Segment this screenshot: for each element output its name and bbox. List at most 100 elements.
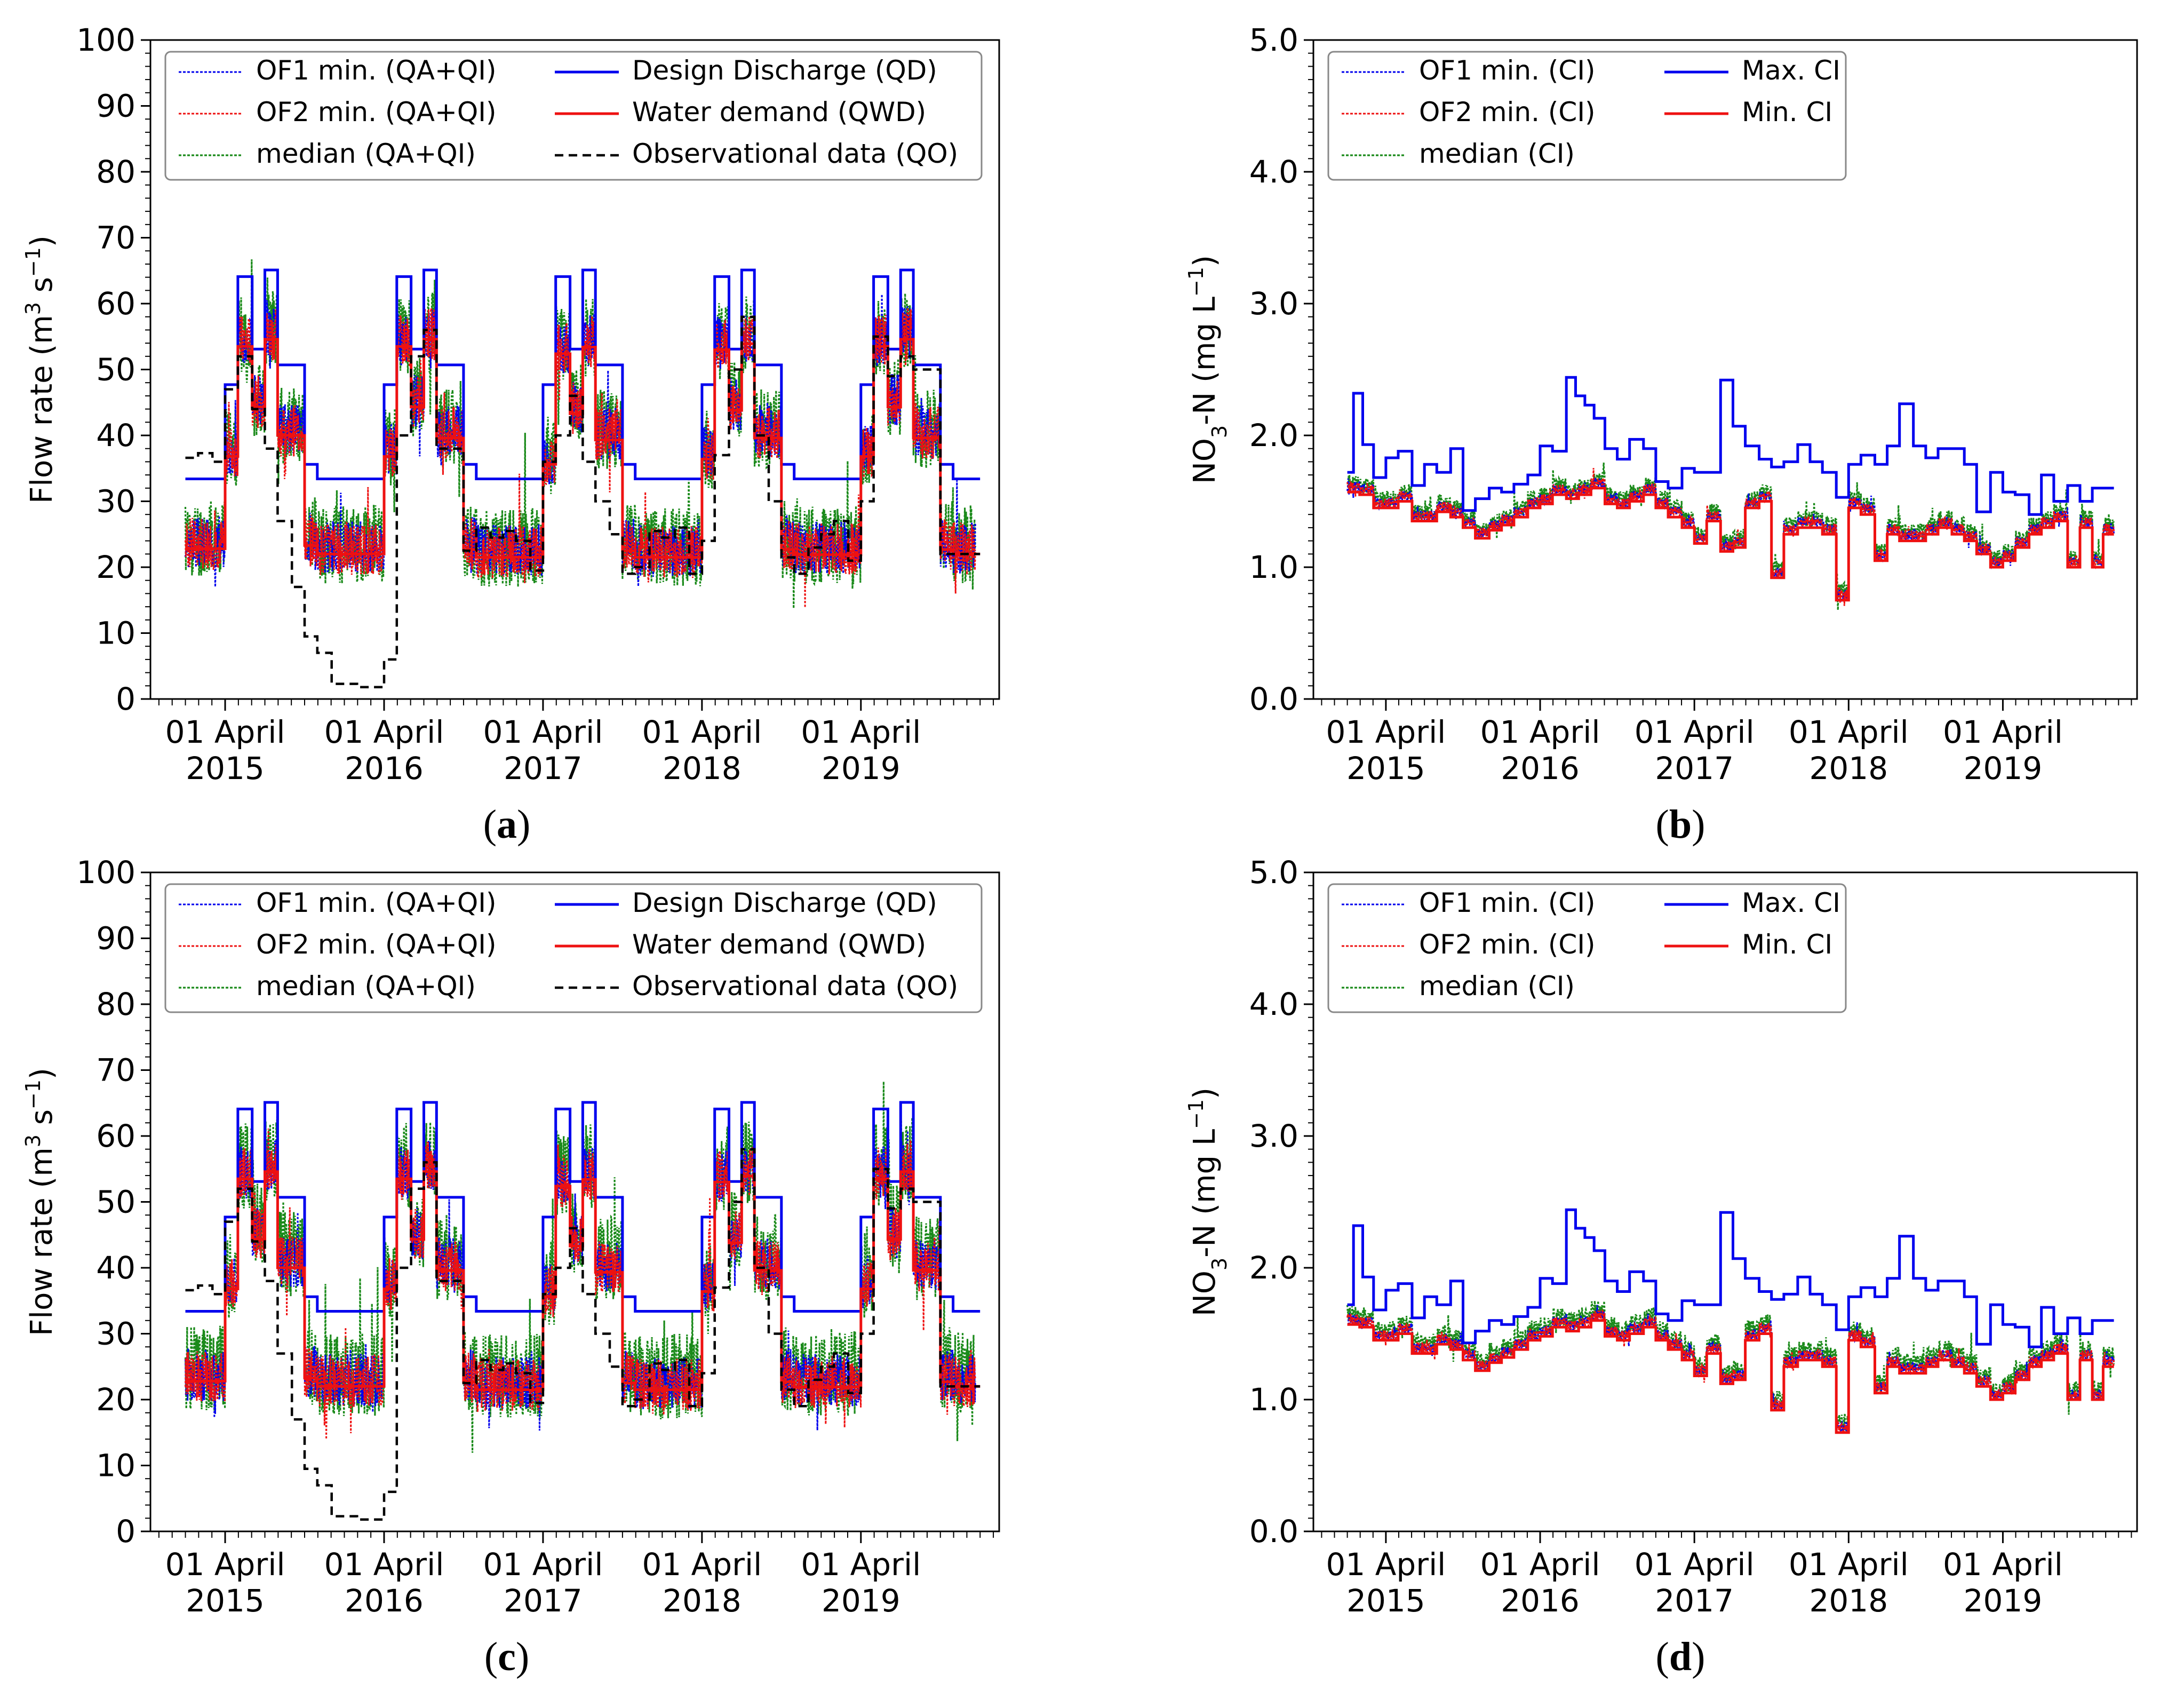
x-tick-year: 2019 <box>822 750 900 787</box>
y-tick-label: 4.0 <box>1249 986 1298 1022</box>
legend-box <box>1327 883 1847 1013</box>
series-group <box>184 259 981 689</box>
legend-label: Min. CI <box>1742 929 1832 960</box>
y-tick-label: 50 <box>96 352 135 388</box>
legend-label: Design Discharge (QD) <box>632 55 937 86</box>
y-tick-label: 100 <box>76 854 135 891</box>
y-tick-label: 20 <box>96 1381 135 1418</box>
x-tick-label: 01 April <box>801 714 921 750</box>
y-axis-title: NO3-N (mg L−1) <box>1184 255 1231 484</box>
x-tick-year: 2015 <box>1346 750 1425 787</box>
y-tick-label: 0.0 <box>1249 1513 1298 1550</box>
x-tick-year: 2018 <box>663 750 742 787</box>
y-tick-label: 70 <box>96 220 135 256</box>
series-step-line <box>185 1148 981 1521</box>
legend-label: Max. CI <box>1742 55 1840 86</box>
x-tick-year: 2019 <box>1964 750 2043 787</box>
y-tick-label: 30 <box>96 1316 135 1352</box>
legend-box <box>164 883 983 1013</box>
legend-label: OF1 min. (CI) <box>1419 887 1596 918</box>
legend-label: OF2 min. (CI) <box>1419 929 1596 960</box>
y-tick-label: 0.0 <box>1249 681 1298 717</box>
legend-label: OF1 min. (QA+QI) <box>256 887 496 918</box>
series-step-line <box>185 315 981 689</box>
x-tick-label: 01 April <box>1635 1546 1755 1583</box>
x-tick-year: 2015 <box>186 1583 265 1619</box>
y-tick-label: 3.0 <box>1249 285 1298 322</box>
x-tick-year: 2017 <box>504 1583 583 1619</box>
legend-box <box>1327 51 1847 181</box>
y-tick-label: 80 <box>96 154 135 190</box>
x-tick-label: 01 April <box>1326 1546 1446 1583</box>
x-tick-label: 01 April <box>324 1546 444 1583</box>
x-tick-year: 2017 <box>1655 750 1734 787</box>
x-tick-label: 01 April <box>642 714 762 750</box>
series-step-line <box>1347 376 2114 516</box>
x-tick-year: 2016 <box>345 750 424 787</box>
legend-label: Observational data (QO) <box>632 138 958 169</box>
series-group <box>184 1081 981 1521</box>
x-tick-year: 2015 <box>1346 1583 1425 1619</box>
legend-label: OF2 min. (QA+QI) <box>256 97 496 128</box>
y-tick-label: 60 <box>96 285 135 322</box>
x-tick-label: 01 April <box>324 714 444 750</box>
legend-label: Min. CI <box>1742 97 1832 128</box>
panel-letter: (d) <box>1656 1634 1705 1679</box>
y-axis-title: Flow rate (m3 s−1) <box>21 235 59 504</box>
x-tick-label: 01 April <box>1480 1546 1600 1583</box>
x-tick-label: 01 April <box>165 714 285 750</box>
x-tick-label: 01 April <box>483 714 603 750</box>
legend-box <box>164 51 983 181</box>
y-axis-title: NO3-N (mg L−1) <box>1184 1087 1231 1316</box>
x-tick-year: 2016 <box>1501 750 1580 787</box>
legend-label: median (CI) <box>1419 138 1575 169</box>
x-tick-label: 01 April <box>642 1546 762 1583</box>
legend-label: OF2 min. (QA+QI) <box>256 929 496 960</box>
x-tick-year: 2018 <box>663 1583 742 1619</box>
legend-label: Max. CI <box>1742 887 1840 918</box>
y-tick-label: 1.0 <box>1249 549 1298 585</box>
y-tick-label: 100 <box>76 22 135 58</box>
series-step-line <box>185 1170 981 1391</box>
panel-letter: (b) <box>1656 802 1705 847</box>
panel-letter: (a) <box>483 802 531 847</box>
legend-label: Water demand (QWD) <box>632 97 926 128</box>
legend-label: median (CI) <box>1419 971 1575 1002</box>
y-tick-label: 80 <box>96 986 135 1022</box>
y-tick-label: 2.0 <box>1249 1250 1298 1286</box>
y-tick-label: 5.0 <box>1249 22 1298 58</box>
legend-label: OF2 min. (CI) <box>1419 97 1596 128</box>
series-group <box>1346 376 2115 610</box>
y-tick-label: 1.0 <box>1249 1381 1298 1418</box>
y-tick-label: 0 <box>116 1513 135 1550</box>
y-tick-label: 0 <box>116 681 135 717</box>
legend-label: Water demand (QWD) <box>632 929 926 960</box>
series-line <box>185 293 976 608</box>
x-tick-label: 01 April <box>1943 1546 2063 1583</box>
series-line <box>1346 478 2115 602</box>
legend-label: Observational data (QO) <box>632 971 958 1002</box>
x-tick-year: 2018 <box>1810 1583 1888 1619</box>
x-tick-year: 2015 <box>186 750 265 787</box>
x-tick-label: 01 April <box>165 1546 285 1583</box>
y-axis-title: Flow rate (m3 s−1) <box>21 1068 59 1336</box>
series-step-line <box>1347 487 2114 602</box>
series-step-line <box>185 338 981 559</box>
panel-letter: (c) <box>484 1634 529 1679</box>
x-tick-year: 2016 <box>345 1583 424 1619</box>
x-tick-year: 2019 <box>822 1583 900 1619</box>
y-tick-label: 3.0 <box>1249 1118 1298 1154</box>
legend-label: OF1 min. (CI) <box>1419 55 1596 86</box>
legend-label: OF1 min. (QA+QI) <box>256 55 496 86</box>
x-tick-year: 2016 <box>1501 1583 1580 1619</box>
y-tick-label: 5.0 <box>1249 854 1298 891</box>
series-group <box>1346 1208 2115 1434</box>
series-line <box>185 294 976 587</box>
y-tick-label: 40 <box>96 1250 135 1286</box>
x-tick-label: 01 April <box>1326 714 1446 750</box>
